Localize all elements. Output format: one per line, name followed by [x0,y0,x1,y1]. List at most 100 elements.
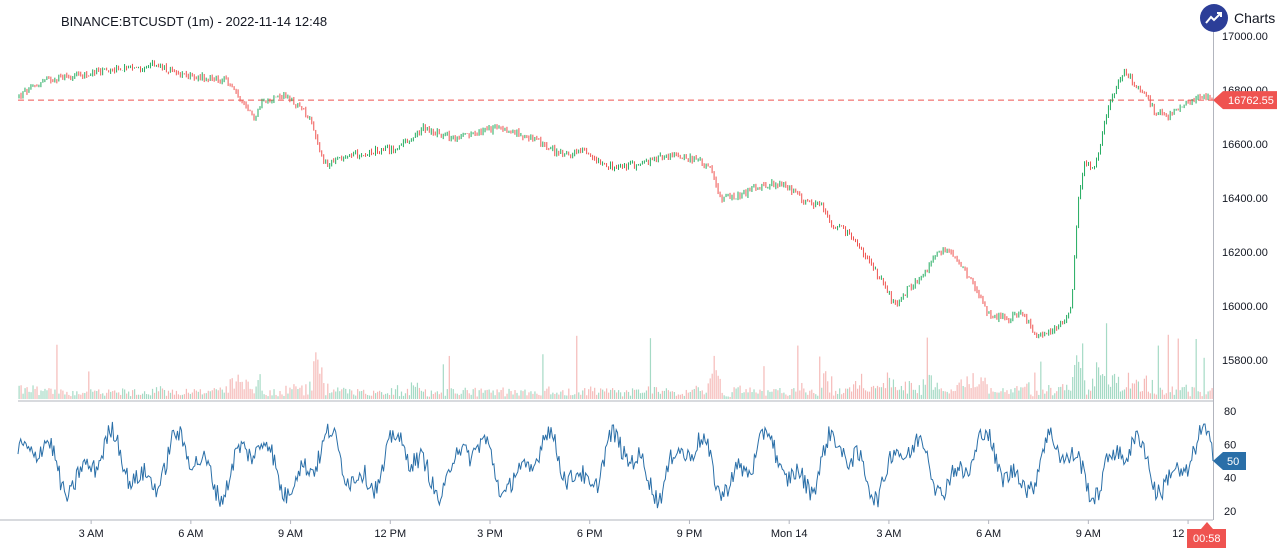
volume-bar [504,396,506,399]
volume-bar [562,390,564,399]
volume-bar [801,382,803,399]
volume-bar [492,390,494,399]
last-price-badge [1213,91,1277,110]
volume-bar [165,395,168,399]
volume-bar [402,395,405,399]
volume-bar [761,390,763,399]
volume-bar [90,389,92,399]
volume-bar [434,392,436,399]
volume-bar [269,390,271,399]
volume-bar [777,390,779,399]
volume-bar [789,395,791,399]
volume-bar [134,389,136,399]
rsi-tick-label: 80 [1224,406,1236,418]
volume-bar [845,388,847,399]
volume-bar [966,376,968,399]
volume-bar [396,385,399,399]
volume-bar [122,388,124,399]
volume-bar [139,394,142,399]
volume-bar [454,393,456,399]
volume-bar [978,384,980,399]
volume-bar [952,391,954,399]
volume-bar [793,388,795,399]
volume-bar [1022,387,1024,399]
volume-bar [1135,379,1138,399]
volume-bar [50,388,52,399]
volume-bar [1123,389,1126,399]
volume-bar [880,387,883,399]
volume-bar [502,387,504,399]
volume-bar [542,354,544,399]
volume-bar [1187,391,1189,399]
volume-bar [275,394,277,399]
volume-bar [1129,388,1132,399]
volume-bar [1125,387,1128,399]
volume-bar [98,389,100,399]
volume-bar [124,389,126,399]
volume-bar [363,389,365,399]
volume-bar [1036,390,1038,399]
volume-bar [1060,386,1062,399]
volume-bar [378,390,381,399]
volume-bar [731,392,733,399]
volume-bar [321,367,323,399]
volume-bar [938,389,940,399]
volume-bar [866,391,869,399]
volume-bar [665,388,667,399]
volume-bar [1201,396,1203,399]
volume-bar [695,385,697,399]
volume-bar [661,390,664,399]
volume-bar [829,392,831,399]
volume-bar [408,395,411,399]
countdown-label: 00:58 [1193,533,1221,545]
volume-bar [974,387,976,399]
volume-bar [831,376,833,399]
volume-bar [841,394,843,399]
volume-bar [1066,384,1068,399]
time-axis: 3 AM 6 AM 9 AM 12 PM 3 PM 6 PM 9 PM Mon 14 3 AM 6… [79,520,1204,540]
volume-bar [693,389,695,399]
volume-bar [38,395,40,399]
volume-bar [592,391,594,399]
volume-bar [1048,385,1050,399]
volume-bar [972,373,974,399]
volume-bar [1000,391,1002,399]
volume-bar [623,392,626,399]
volume-bar [1088,389,1090,399]
volume-bar [283,395,285,399]
volume-bar [868,391,871,399]
volume-bar [70,396,72,399]
volume-bar [862,388,865,399]
volume-bar [956,384,958,399]
volume-bar [751,392,753,399]
volume-bar [1026,383,1028,399]
volume-bar [639,393,642,399]
volume-bar [691,389,693,399]
volume-bar [1147,391,1149,399]
volume-bar [84,393,86,399]
volume-bar [400,391,403,399]
volume-bar [136,394,138,399]
volume-bar [472,389,474,399]
title-separator: - [217,14,222,29]
volume-bar [1117,376,1120,399]
volume-bar [112,391,114,399]
volume-bar [982,381,984,399]
volume-bar [412,385,415,399]
brand-logo[interactable]: Charts p [1200,4,1280,32]
volume-bar [817,395,819,399]
volume-bar [329,393,331,399]
volume-bar [341,389,343,399]
volume-bar [673,391,675,399]
volume-bar [745,389,747,399]
volume-bar [747,392,749,399]
rsi-value-label: 50 [1227,456,1239,468]
volume-bar [719,378,721,399]
volume-bar [1151,379,1153,399]
volume-bar [225,386,227,399]
volume-bar [1068,389,1070,399]
volume-bar [287,393,289,399]
time-tick-label: 6 PM [577,528,603,540]
volume-bar [934,387,936,399]
